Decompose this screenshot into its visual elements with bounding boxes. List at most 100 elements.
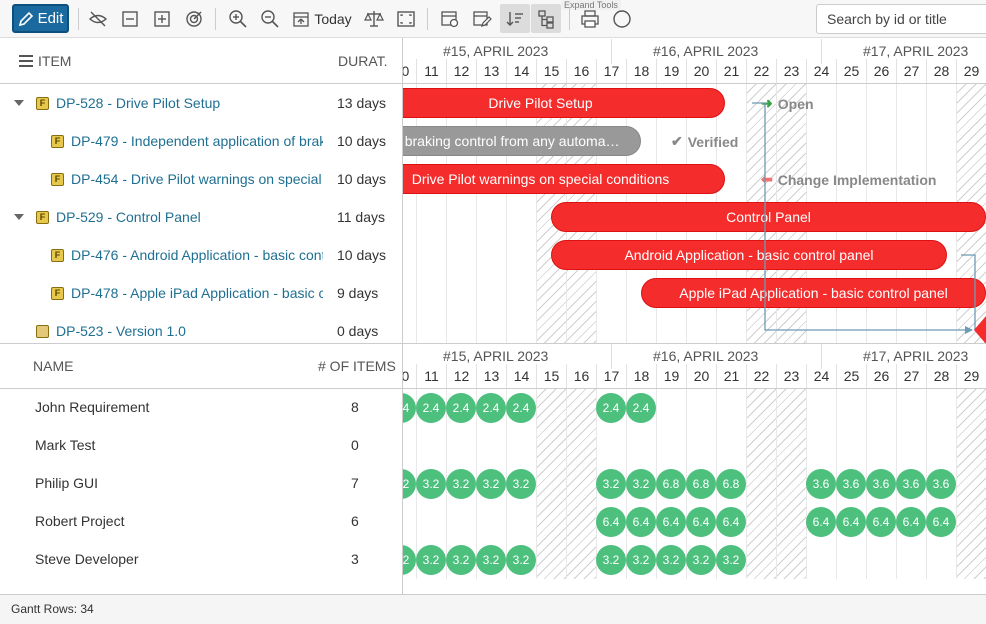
load-indicator[interactable]: 3.2 [686, 545, 716, 575]
edit-button[interactable]: Edit [12, 4, 69, 33]
resource-row[interactable]: Steve Developer 3 [0, 541, 402, 579]
items-count-column-header[interactable]: # OF ITEMS [318, 358, 396, 374]
expand-caret-icon[interactable] [14, 214, 24, 220]
load-indicator[interactable]: 3.2 [476, 469, 506, 499]
gantt-bar[interactable]: Android Application - basic control pane… [551, 240, 947, 270]
load-indicator[interactable]: 3.2 [626, 469, 656, 499]
resource-row[interactable]: Philip GUI 7 [0, 465, 402, 503]
panel-splitter[interactable] [0, 343, 986, 344]
load-indicator[interactable]: 6.8 [656, 469, 686, 499]
item-title-link[interactable]: DP-476 - Android Application - basic con… [71, 247, 323, 263]
item-title-link[interactable]: DP-529 - Control Panel [56, 209, 201, 225]
load-indicator[interactable]: 6.8 [686, 469, 716, 499]
zoom-out-icon[interactable] [258, 4, 282, 33]
item-title-link[interactable]: DP-479 - Independent application of brak… [71, 133, 323, 149]
gantt-bar[interactable]: Apple iPad Application - basic control p… [641, 278, 986, 308]
load-indicator[interactable]: 2.4 [446, 393, 476, 423]
item-title-link[interactable]: DP-454 - Drive Pilot warnings on special… [71, 171, 323, 187]
load-indicator[interactable]: 3.2 [416, 469, 446, 499]
load-indicator[interactable]: 3.2 [416, 545, 446, 575]
load-indicator[interactable]: 6.4 [626, 507, 656, 537]
load-indicator[interactable]: 2.4 [506, 393, 536, 423]
item-title-link[interactable]: DP-528 - Drive Pilot Setup [56, 95, 221, 111]
load-indicator[interactable]: 2.4 [626, 393, 656, 423]
edit-calendar-icon[interactable] [470, 4, 494, 33]
item-row[interactable]: F DP-529 - Control Panel 11 days [0, 198, 402, 236]
load-indicator[interactable]: 6.4 [716, 507, 746, 537]
gantt-bar[interactable]: Control Panel [551, 202, 986, 232]
resource-row[interactable]: Mark Test 0 [0, 427, 402, 465]
day-gridline [506, 84, 507, 343]
expand-all-icon[interactable] [150, 4, 174, 33]
load-indicator[interactable]: 3.6 [866, 469, 896, 499]
print-icon[interactable] [578, 4, 602, 33]
status-bar: Gantt Rows: 34 [0, 594, 986, 624]
load-indicator[interactable]: 3.2 [403, 469, 416, 499]
load-indicator[interactable]: 3.2 [476, 545, 506, 575]
balance-icon[interactable] [362, 4, 386, 33]
load-indicator[interactable]: 6.4 [926, 507, 956, 537]
load-indicator[interactable]: 2.4 [596, 393, 626, 423]
expand-caret-icon[interactable] [14, 100, 24, 106]
day-gridline [476, 84, 477, 343]
load-indicator[interactable]: 6.4 [806, 507, 836, 537]
gantt-bar[interactable]: Drive Pilot warnings on special conditio… [403, 164, 725, 194]
item-row[interactable]: F DP-454 - Drive Pilot warnings on specia… [0, 160, 402, 198]
load-indicator[interactable]: 3.2 [506, 545, 536, 575]
load-indicator[interactable]: 3.6 [806, 469, 836, 499]
item-column-header[interactable]: ITEM [38, 53, 72, 69]
load-indicator[interactable]: 3.2 [626, 545, 656, 575]
load-indicator[interactable]: 2.4 [476, 393, 506, 423]
day-label: 13 [476, 59, 506, 83]
item-row[interactable]: F DP-476 - Android Application - basic co… [0, 236, 402, 274]
resource-row[interactable]: Robert Project 6 [0, 503, 402, 541]
day-label: 21 [716, 59, 746, 83]
settings-panel-icon[interactable] [438, 4, 462, 33]
item-row[interactable]: F DP-479 - Independent application of bra… [0, 122, 402, 160]
name-column-header[interactable]: NAME [33, 358, 74, 374]
load-indicator[interactable]: 3.2 [656, 545, 686, 575]
sort-icon[interactable] [500, 4, 530, 33]
load-indicator[interactable]: 6.4 [866, 507, 896, 537]
load-indicator[interactable]: 3.6 [836, 469, 866, 499]
load-indicator[interactable]: 3.2 [506, 469, 536, 499]
load-indicator[interactable]: 6.4 [596, 507, 626, 537]
load-indicator[interactable]: 3.2 [446, 469, 476, 499]
week-divider [821, 344, 822, 369]
item-title-link[interactable]: DP-478 - Apple iPad Application - basic … [71, 285, 323, 301]
load-indicator[interactable]: 3.2 [716, 545, 746, 575]
hierarchy-icon[interactable] [531, 4, 561, 33]
zoom-in-icon[interactable] [226, 4, 250, 33]
item-title-link[interactable]: DP-523 - Version 1.0 [56, 323, 186, 339]
load-indicator[interactable]: 2.4 [416, 393, 446, 423]
feature-icon: F [36, 210, 49, 224]
load-indicator[interactable]: 6.4 [686, 507, 716, 537]
load-indicator[interactable]: 3.2 [403, 545, 416, 575]
today-button[interactable]: Today [290, 4, 354, 33]
load-indicator[interactable]: 3.2 [596, 469, 626, 499]
load-indicator[interactable]: 3.2 [596, 545, 626, 575]
fullscreen-icon[interactable] [394, 4, 418, 33]
item-row[interactable]: F DP-478 - Apple iPad Application - basic… [0, 274, 402, 312]
load-indicator[interactable]: 3.2 [446, 545, 476, 575]
load-indicator[interactable]: 6.8 [716, 469, 746, 499]
load-indicator[interactable]: 3.6 [926, 469, 956, 499]
resource-row[interactable]: John Requirement 8 [0, 389, 402, 427]
gantt-bar[interactable]: n of braking control from any automa… [403, 126, 641, 156]
item-row[interactable]: DP-523 - Version 1.0 0 days [0, 312, 402, 350]
load-indicator[interactable]: 6.4 [836, 507, 866, 537]
load-indicator[interactable]: 3.6 [896, 469, 926, 499]
target-icon[interactable] [182, 4, 206, 33]
hide-icon[interactable] [86, 4, 110, 33]
grid-divider[interactable] [402, 38, 403, 594]
search-input[interactable] [816, 4, 986, 34]
menu-icon[interactable] [19, 54, 33, 70]
collapse-all-icon[interactable] [118, 4, 142, 33]
day-label: 16 [566, 59, 596, 83]
item-row[interactable]: F DP-528 - Drive Pilot Setup 13 days [0, 84, 402, 122]
load-indicator[interactable]: 6.4 [896, 507, 926, 537]
load-indicator[interactable]: 6.4 [656, 507, 686, 537]
gantt-bar[interactable]: Drive Pilot Setup [403, 88, 725, 118]
load-indicator[interactable]: 2.4 [403, 393, 416, 423]
duration-column-header[interactable]: DURAT. [338, 53, 388, 69]
